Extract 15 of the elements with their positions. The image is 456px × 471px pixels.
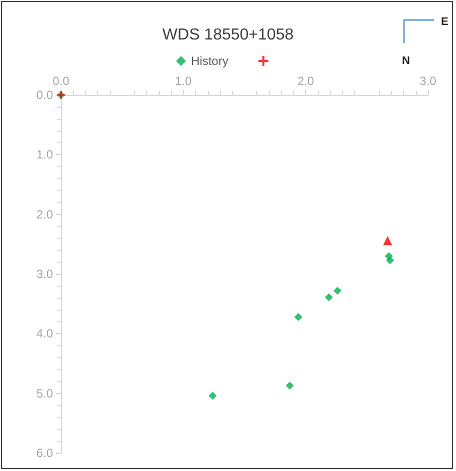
y-tick-label: 4.0 [36,326,54,341]
x-tick-label: 0.0 [52,74,70,88]
y-tick-label: 0.0 [36,88,54,102]
x-tick-label: 1.0 [174,74,192,88]
chart-title: WDS 18550+1058 [162,26,294,44]
text: N [402,55,410,67]
text: E [441,16,448,28]
x-tick-label: 3.0 [420,74,437,88]
y-tick-label: 3.0 [36,267,54,281]
y-tick-label: 1.0 [36,148,54,162]
legend-label: History [191,54,228,68]
y-tick-label: 2.0 [36,207,54,222]
y-tick-label: 5.0 [36,386,54,400]
x-tick-label: 2.0 [297,74,314,88]
y-tick-label: 6.0 [36,446,54,460]
